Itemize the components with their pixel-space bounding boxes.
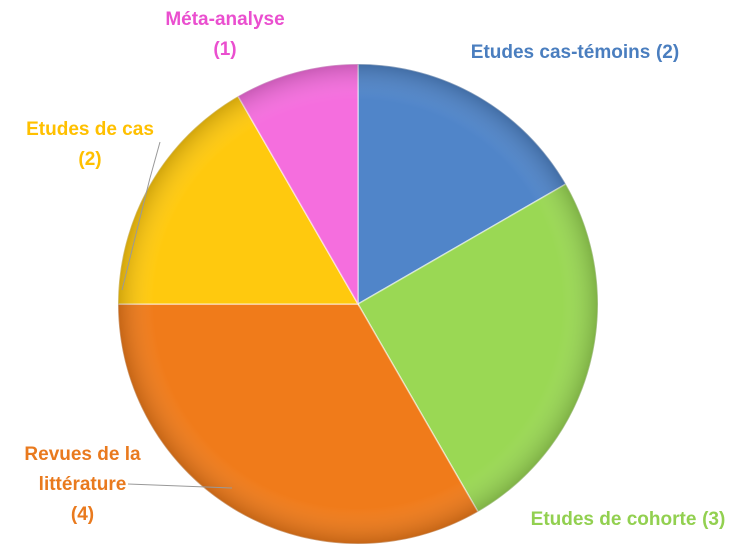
value-label: (2) [655, 42, 680, 63]
leader-line [149, 141, 161, 179]
value-label: (3) [702, 509, 726, 530]
category-label: Etudes cas-témoins [470, 42, 651, 63]
category-label: Méta-analyse [165, 9, 285, 30]
data-label: Etudes cas-témoins (2) [440, 38, 710, 68]
leader-line [127, 483, 233, 489]
value-label: (2) [78, 149, 102, 170]
data-label: Etudes de cas (2) [5, 115, 175, 175]
category-label: Etudes de cohorte [530, 509, 697, 530]
leader-line [121, 177, 151, 291]
data-label: Méta-analyse (1) [145, 5, 305, 65]
value-label: (4) [70, 504, 95, 525]
data-label: Etudes de cohorte (3) [505, 505, 751, 535]
category-label: Etudes de cas [26, 119, 154, 140]
category-label: Revues de la littérature [24, 444, 141, 495]
value-label: (1) [213, 39, 237, 60]
data-label: Revues de la littérature (4) [10, 440, 155, 530]
